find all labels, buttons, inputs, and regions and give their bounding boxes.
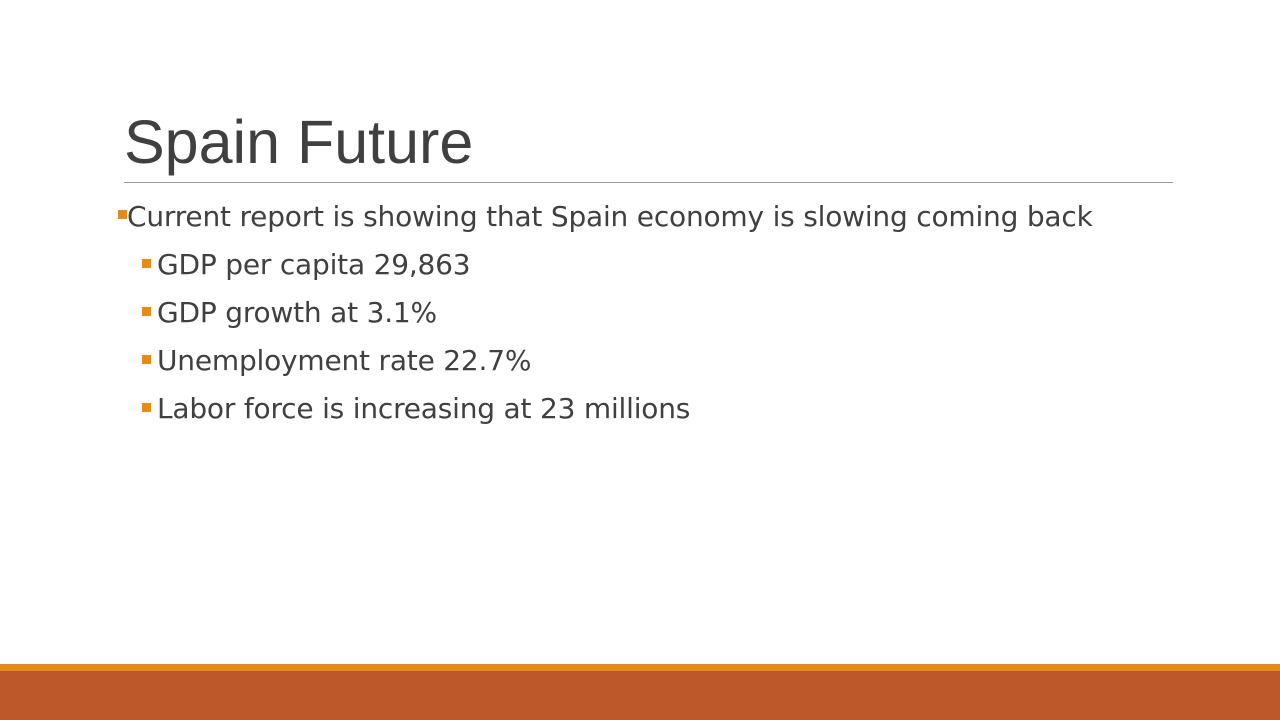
- sub-bullet-item: GDP growth at 3.1%: [114, 293, 1114, 333]
- bullet-text: Current report is showing that Spain eco…: [127, 200, 1093, 233]
- sub-bullet-text: Unemployment rate 22.7%: [157, 344, 532, 377]
- bullet-item: Current report is showing that Spain eco…: [114, 197, 1114, 237]
- square-bullet-icon: [118, 210, 127, 219]
- slide-title: Spain Future: [124, 108, 474, 176]
- square-bullet-icon: [142, 355, 151, 364]
- sub-bullet-item: GDP per capita 29,863: [114, 245, 1114, 285]
- sub-bullet-text: GDP per capita 29,863: [157, 248, 471, 281]
- sub-bullet-item: Labor force is increasing at 23 millions: [114, 389, 1114, 429]
- sub-bullet-text: Labor force is increasing at 23 millions: [157, 392, 691, 425]
- sub-bullet-item: Unemployment rate 22.7%: [114, 341, 1114, 381]
- footer-band: [0, 671, 1280, 720]
- square-bullet-icon: [142, 259, 151, 268]
- sub-bullet-text: GDP growth at 3.1%: [157, 296, 437, 329]
- square-bullet-icon: [142, 403, 151, 412]
- square-bullet-icon: [142, 307, 151, 316]
- title-divider: [124, 182, 1173, 183]
- footer-accent-stripe: [0, 664, 1280, 671]
- bullet-list: Current report is showing that Spain eco…: [114, 197, 1114, 437]
